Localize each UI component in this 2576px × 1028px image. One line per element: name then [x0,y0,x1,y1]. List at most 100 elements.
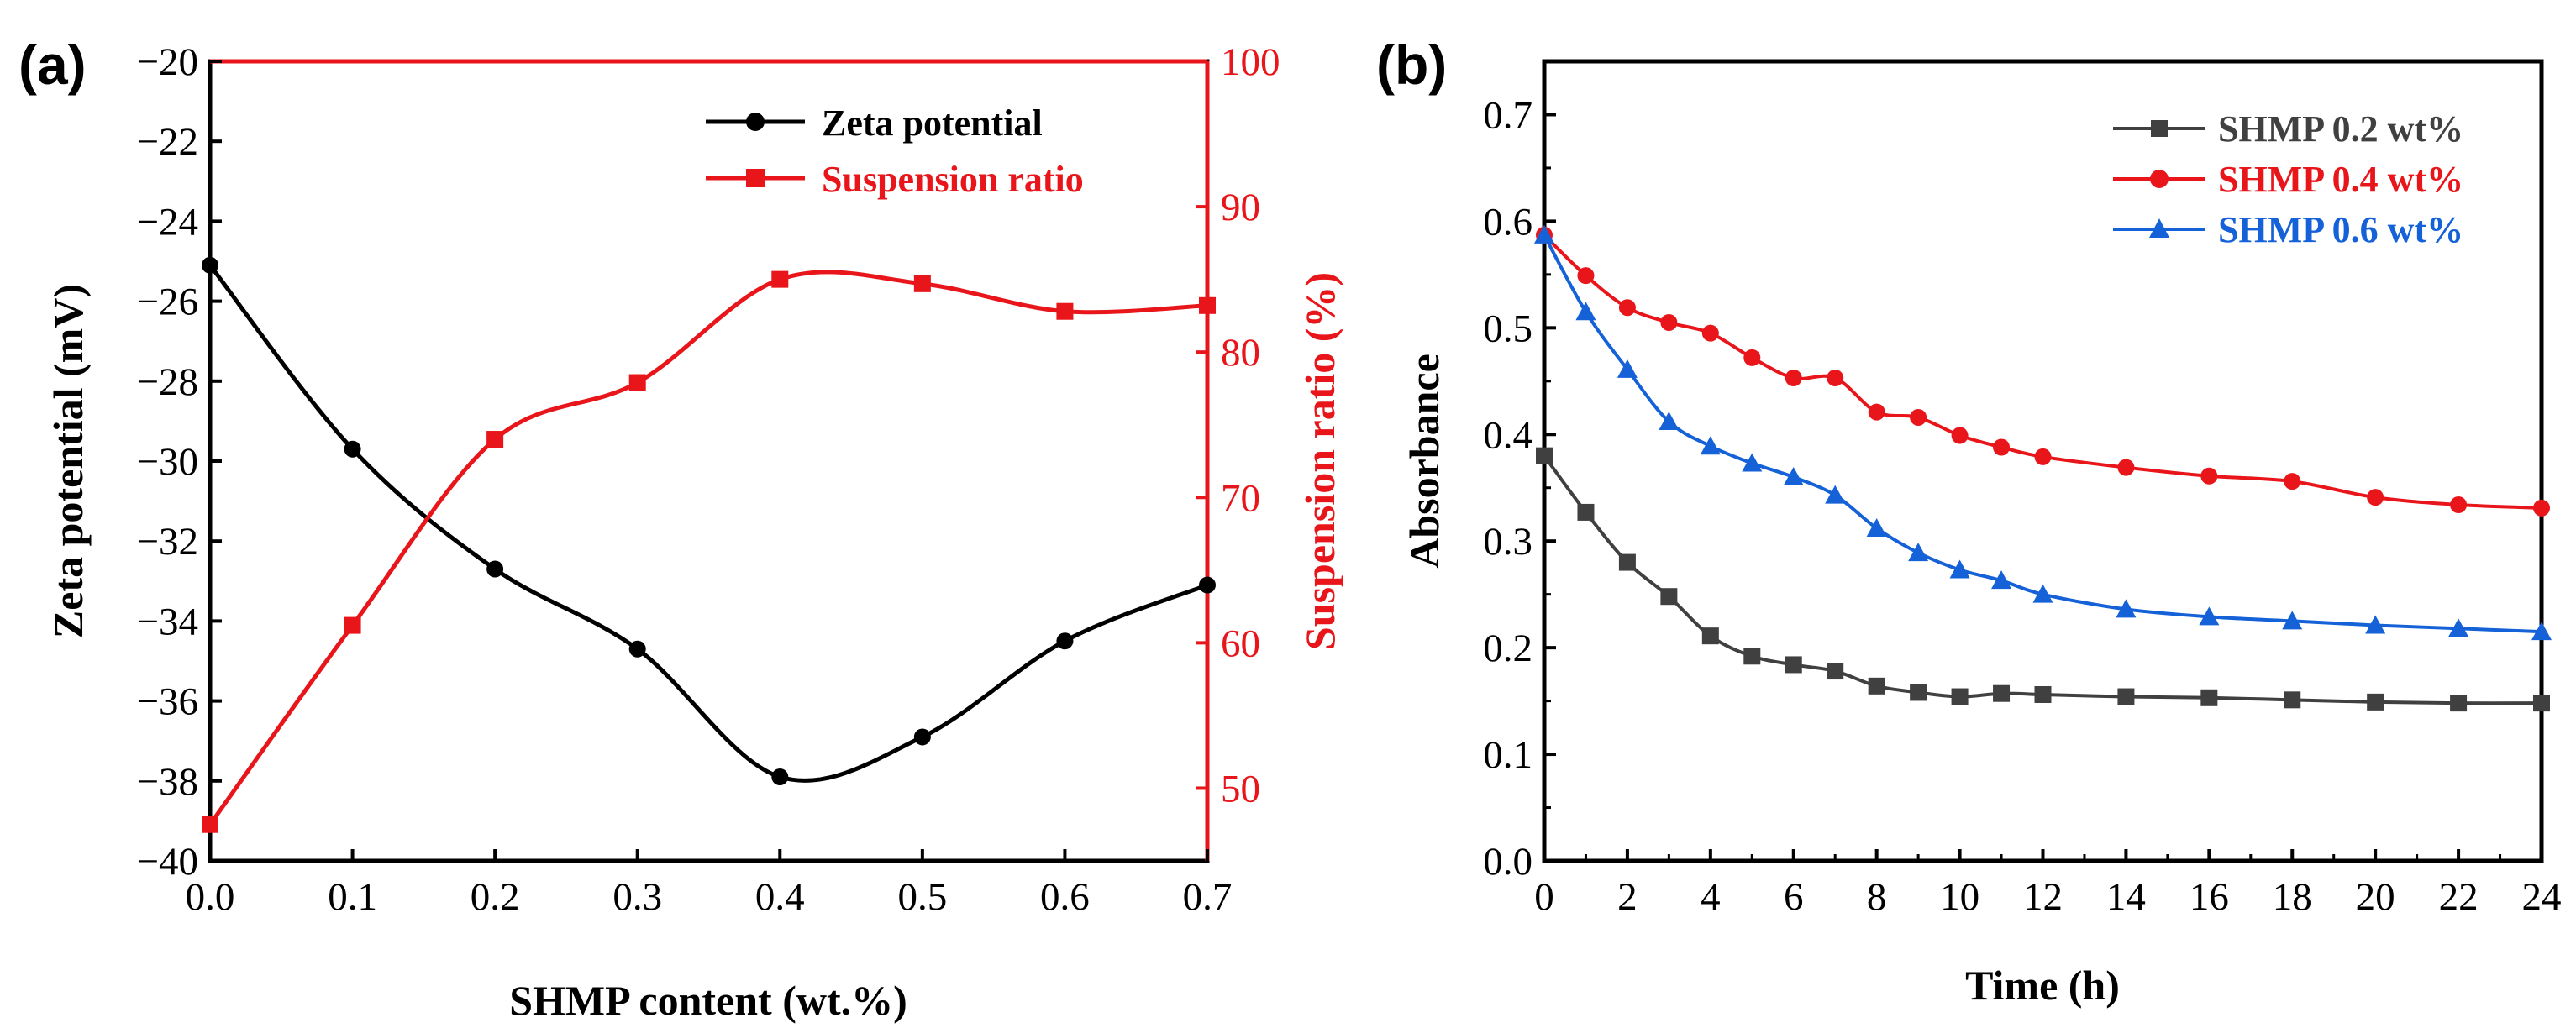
data-point-shmp04 [1951,427,1969,444]
data-point-shmp06 [2531,622,2552,641]
x-tick-label: 18 [2273,875,2312,919]
series-line-shmp02 [1543,454,2542,705]
series-line-shmp04 [1543,233,2542,510]
x-tick-label: 0.3 [612,875,662,919]
data-point-shmp02 [1785,656,1802,674]
data-point-suspension [771,270,789,288]
y-tick-label: −40 [136,840,198,884]
x-tick-label: 24 [2522,875,2562,919]
panel-b-y-ticks: 0.0 0.1 0.2 0.3 0.4 0.5 0.6 0.7 [1483,60,1556,884]
panel-a-y-label: Zeta potential (mV) [45,284,92,638]
data-point-shmp02 [1827,663,1844,680]
data-point-shmp06 [1991,570,2012,590]
y2-tick-label: 60 [1221,622,1260,665]
y-tick-label: −28 [136,360,198,404]
legend-shmp02-label: SHMP 0.2 wt% [2218,108,2463,149]
legend-shmp02-marker [2151,120,2168,137]
y2-tick-label: 80 [1221,331,1260,375]
data-point-suspension [486,431,504,448]
data-point-shmp04 [2367,489,2384,506]
y-tick-label: 0.1 [1483,733,1532,777]
data-point-shmp06 [2032,584,2053,603]
y-tick-label: −38 [136,760,198,804]
y-tick-label: −22 [136,120,198,164]
y-tick-label: −20 [136,40,198,84]
data-point-shmp02 [1660,588,1678,606]
data-point-shmp02 [2450,695,2468,712]
data-point-shmp04 [2200,467,2218,485]
data-point-shmp06 [1700,436,1721,455]
panel-b-x-label: Time (h) [1965,962,2120,1009]
data-point-shmp02 [1618,553,1636,571]
data-point-shmp06 [2282,611,2303,630]
x-tick-label: 20 [2356,875,2395,919]
x-tick-label: 0.7 [1183,875,1233,919]
x-tick-label: 2 [1617,875,1638,919]
x-tick-label: 6 [1784,875,1804,919]
y-tick-label: 0.7 [1483,93,1532,137]
x-tick-label: 8 [1867,875,1887,919]
data-point-shmp04 [1660,313,1678,331]
data-point-shmp06 [1534,224,1554,244]
x-tick-label: 22 [2439,875,2479,919]
panel-a-tag: (a) [18,34,87,96]
data-point-shmp02 [1993,684,2011,702]
data-point-zeta [202,256,218,274]
data-point-shmp06 [2365,615,2386,634]
legend-shmp04-marker [2150,170,2169,188]
y-tick-label: 0.4 [1483,413,1532,457]
panel-b: (b) 0 2 4 6 8 10 12 14 16 18 20 22 24 0.00.10.20.30.… [1376,34,2562,1009]
data-point-zeta [1056,632,1074,650]
x-tick-label: 4 [1701,875,1721,919]
data-point-shmp06 [1783,467,1804,486]
data-point-shmp06 [1742,453,1763,472]
data-point-shmp04 [1577,267,1595,285]
legend-shmp04-label: SHMP 0.4 wt% [2218,159,2463,200]
data-point-shmp02 [1701,627,1719,645]
y-tick-label: 0.0 [1483,840,1532,884]
data-point-suspension [628,374,646,391]
data-point-shmp04 [2117,459,2135,476]
y-tick-label: 0.2 [1483,627,1532,670]
data-point-shmp02 [1910,684,1927,701]
legend-shmp06-label: SHMP 0.6 wt% [2218,209,2463,250]
data-point-zeta [344,440,361,458]
y-tick-label: −34 [136,600,198,643]
data-point-shmp06 [2199,606,2220,626]
legend-shmp06-marker [2149,218,2169,238]
data-point-suspension [1056,302,1074,320]
x-tick-label: 10 [1940,875,1979,919]
data-point-shmp04 [2533,499,2550,517]
data-point-zeta [771,768,789,786]
legend-suspension-label: Suspension ratio [822,159,1084,200]
data-point-zeta [1199,576,1216,594]
data-point-zeta [913,728,931,746]
data-point-shmp06 [1908,543,1929,562]
data-point-shmp04 [1868,403,1885,421]
y2-tick-label: 100 [1221,40,1280,84]
data-point-shmp04 [1618,299,1636,317]
panel-a-series [202,256,1216,833]
y-tick-label: −24 [136,200,198,244]
data-point-shmp06 [2116,599,2137,618]
x-tick-label: 0.6 [1040,875,1090,919]
y2-tick-label: 50 [1221,767,1260,810]
panel-b-legend: SHMP 0.2 wt% SHMP 0.4 wt% SHMP 0.6 wt% [2113,108,2463,250]
data-point-shmp04 [1910,408,1927,426]
x-tick-label: 14 [2106,875,2146,919]
data-point-zeta [628,640,646,658]
series-line-zeta [208,264,1208,783]
x-tick-label: 0.4 [755,875,805,919]
x-tick-label: 0.0 [186,875,235,919]
panel-a: (a) 0.0 0.1 0.2 0.3 0.4 0.5 0.6 0.7 −40 −38 −36 −3… [18,34,1343,1024]
y-tick-label: 0.6 [1483,200,1532,244]
legend-zeta-label: Zeta potential [822,102,1043,144]
panel-a-y2-label: Suspension ratio (%) [1296,272,1343,650]
y2-tick-label: 70 [1221,476,1260,520]
panel-b-y-label: Absorbance [1401,354,1448,569]
data-point-shmp02 [2533,695,2550,712]
data-point-shmp04 [1785,369,1802,386]
x-tick-label: 16 [2190,875,2229,919]
panel-b-tag: (b) [1376,34,1447,96]
